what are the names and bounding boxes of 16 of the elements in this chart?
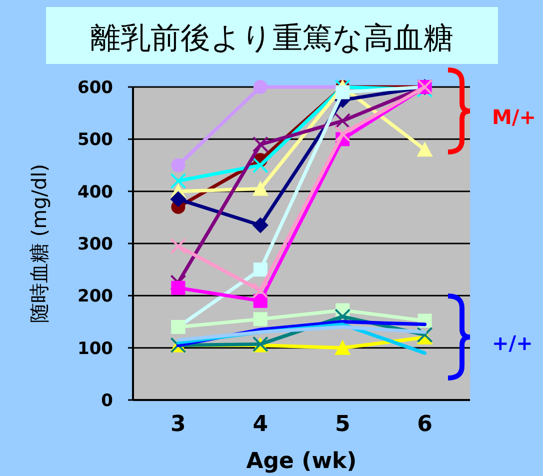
y-tick-label: 500 — [78, 130, 114, 150]
y-tick-label: 100 — [78, 338, 114, 359]
y-tick-label: 200 — [78, 286, 114, 307]
y-axis-title: 随時血糖 (mg/dl) — [27, 164, 51, 324]
x-tick-label: 6 — [417, 412, 432, 437]
y-tick-label: 400 — [78, 182, 114, 202]
x-tick-label: 3 — [170, 412, 186, 437]
text: M/+ — [492, 105, 536, 129]
x-axis-title: Age (wk) — [246, 449, 357, 474]
x-tick-label: 4 — [252, 412, 268, 437]
y-tick-label: 300 — [78, 234, 114, 254]
x-tick-label: 5 — [334, 412, 350, 437]
y-tick-label: 0 — [101, 391, 114, 411]
text: +/+ — [492, 331, 533, 355]
y-tick-label: 600 — [78, 78, 114, 98]
chart-title: 離乳前後より重篤な高血糖 — [90, 21, 454, 56]
